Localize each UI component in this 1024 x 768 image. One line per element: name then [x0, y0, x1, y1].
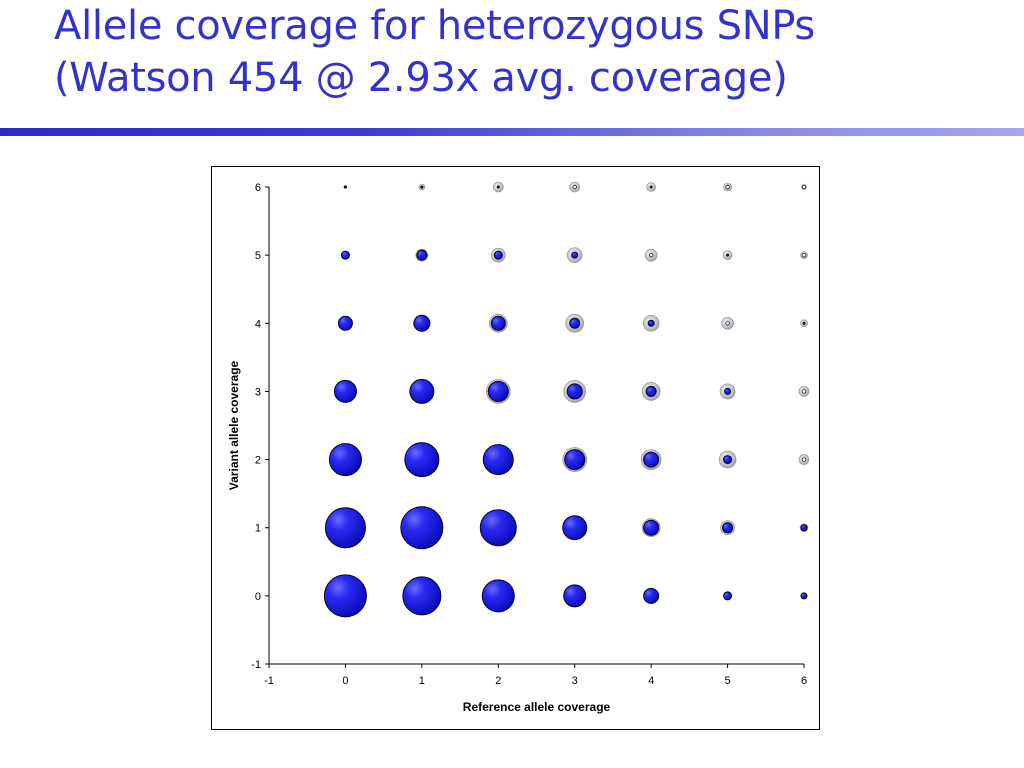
x-tick-label: 4 [648, 675, 654, 687]
x-tick-label: 3 [572, 675, 578, 687]
bubble-series [323, 184, 808, 618]
data-bubble [564, 449, 586, 471]
data-bubble [723, 591, 733, 601]
data-bubble [404, 442, 440, 478]
y-tick-label: 1 [255, 523, 261, 535]
data-bubble [413, 314, 431, 332]
data-bubble [643, 587, 660, 604]
title-line-1: Allele coverage for heterozygous SNPs [54, 3, 815, 49]
data-bubble [726, 253, 730, 257]
data-bubble [566, 383, 583, 400]
y-tick-label: -1 [251, 659, 261, 671]
data-bubble [563, 584, 587, 608]
y-axis-label: Variant allele coverage [227, 360, 241, 490]
x-tick-label: 1 [419, 675, 425, 687]
y-tick-label: 2 [255, 455, 261, 467]
data-bubble [569, 317, 581, 329]
x-tick-label: 6 [801, 675, 807, 687]
empty-bubble [725, 321, 730, 326]
x-tick-label: 5 [725, 675, 731, 687]
empty-bubble [801, 184, 807, 190]
data-bubble [324, 507, 366, 549]
y-tick-label: 4 [255, 318, 261, 330]
empty-bubble [648, 252, 654, 258]
data-bubble [571, 251, 579, 259]
y-tick-label: 6 [255, 182, 261, 194]
x-axis-label: Reference allele coverage [463, 700, 611, 714]
x-tick-label: -1 [264, 675, 274, 687]
data-bubble [722, 522, 734, 534]
data-bubble [643, 519, 660, 536]
page-title: Allele coverage for heterozygous SNPs (W… [54, 0, 815, 104]
data-bubble [402, 576, 442, 616]
x-tick-label: 0 [342, 675, 348, 687]
data-bubble [337, 315, 353, 331]
data-bubble [487, 380, 509, 402]
data-bubble [490, 315, 506, 331]
data-bubble [416, 249, 428, 261]
data-bubble [649, 185, 653, 189]
data-bubble [328, 443, 362, 477]
data-bubble [323, 574, 367, 618]
empty-bubble [801, 389, 807, 394]
y-tick-label: 0 [255, 591, 261, 603]
data-bubble [479, 509, 517, 547]
data-bubble [409, 378, 435, 404]
chart-frame: -1 0 1 2 3 4 5 6 -1 0 1 2 3 4 5 6 Reference allele cover… [211, 166, 820, 730]
data-bubble [800, 524, 808, 532]
axes: -1 0 1 2 3 4 5 6 -1 0 1 2 3 4 5 6 Reference allele cover… [227, 182, 807, 714]
data-bubble [340, 250, 350, 260]
empty-bubble [801, 252, 807, 258]
data-bubble [643, 451, 660, 468]
y-tick-label: 5 [255, 250, 261, 262]
data-bubble [496, 185, 500, 189]
data-bubble [723, 455, 733, 465]
title-line-2: (Watson 454 @ 2.93x avg. coverage) [54, 55, 788, 101]
y-tick-label: 3 [255, 386, 261, 398]
x-tick-label: 2 [495, 675, 501, 687]
data-bubble [724, 387, 732, 395]
data-bubble [645, 385, 657, 397]
data-bubble [343, 185, 347, 189]
data-bubble [481, 579, 515, 613]
ring-series [343, 181, 810, 538]
data-bubble [562, 515, 588, 541]
data-bubble [493, 250, 503, 260]
empty-bubble [801, 457, 807, 462]
empty-bubble [725, 184, 730, 190]
data-bubble [802, 321, 806, 325]
empty-bubble [572, 184, 577, 190]
title-divider [0, 128, 1024, 136]
data-bubble [647, 319, 655, 327]
data-bubble [400, 506, 444, 550]
data-bubble [800, 592, 808, 600]
data-bubble [333, 379, 357, 403]
data-bubble [420, 185, 424, 189]
data-bubble [482, 444, 514, 476]
bubble-chart: -1 0 1 2 3 4 5 6 -1 0 1 2 3 4 5 6 Reference allele cover… [227, 181, 810, 714]
